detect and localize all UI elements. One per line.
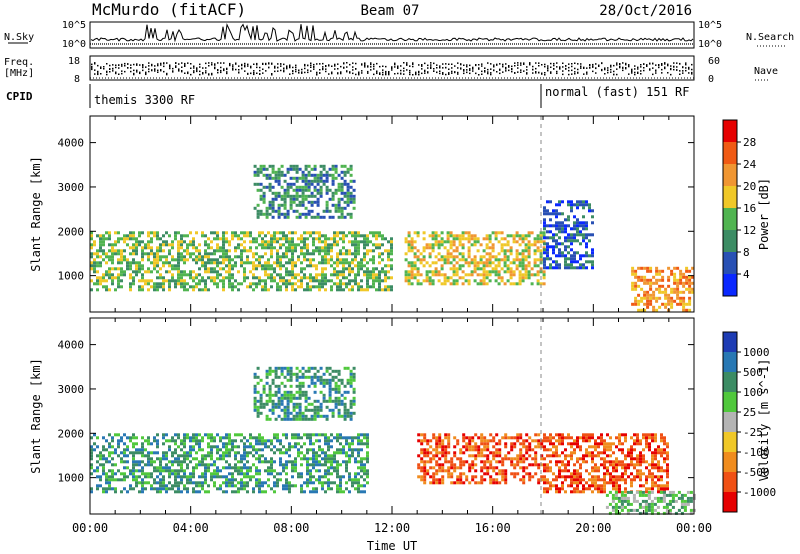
velocity-band [605, 490, 696, 515]
velocity-ytick-label: 1000 [58, 472, 85, 485]
velocity-colorbar-tick: 25 [743, 406, 756, 419]
velocity-colorbar-swatch [723, 432, 737, 452]
velocity-colorbar: 1000 500 100 25 -25 -100 -500 -1000 [722, 331, 776, 513]
velocity-colorbar-swatch [723, 472, 737, 492]
velocity-ytick-label: 3000 [58, 383, 85, 396]
nave-tick-top: 60 [708, 56, 720, 67]
station-title: McMurdo (fitACF) [92, 0, 246, 19]
velocity-ytick-label: 4000 [58, 339, 85, 352]
nsky-trace [90, 22, 694, 43]
velocity-ytick-label: 2000 [58, 427, 85, 440]
velocity-colorbar-tick: -25 [743, 426, 763, 439]
velocity-colorbar-tick: -100 [743, 446, 770, 459]
power-colorbar: 4 8 12 16 20 24 28 [722, 119, 757, 297]
cpid-label: CPID [6, 90, 33, 103]
velocity-colorbar-swatch [723, 452, 737, 472]
power-colorbar-tick: 24 [743, 158, 757, 171]
velocity-colorbar-tick: 1000 [743, 346, 770, 359]
power-colorbar-swatch [723, 252, 737, 274]
power-panel: 1000 2000 3000 4000 [58, 115, 695, 313]
freq-unit-label: [MHz] [4, 68, 34, 79]
freq-panel [89, 55, 695, 81]
velocity-colorbar-swatch [723, 492, 737, 512]
power-colorbar-label: Power [dB] [757, 178, 771, 250]
power-colorbar-tick: 16 [743, 202, 756, 215]
power-colorbar-swatch [723, 186, 737, 208]
power-ytick-label: 4000 [58, 137, 85, 150]
velocity-band [90, 433, 369, 494]
velocity-colorbar-tick: -1000 [743, 486, 776, 499]
power-band [90, 231, 393, 292]
power-colorbar-tick: 12 [743, 224, 756, 237]
velocity-colorbar-swatch [723, 352, 737, 372]
x-tick-label: 04:00 [173, 521, 209, 535]
power-ylabel: Slant Range [km] [29, 156, 43, 272]
x-tick-label: 20:00 [575, 521, 611, 535]
velocity-colorbar-swatch [723, 412, 737, 432]
nsearch-tick-bottom: 10^0 [698, 39, 722, 50]
nsky-label: N.Sky [4, 32, 34, 43]
power-band [404, 231, 546, 286]
power-colorbar-swatch [723, 208, 737, 230]
freq-trace [91, 62, 693, 76]
velocity-ylabel: Slant Range [km] [29, 358, 43, 474]
power-colorbar-swatch [723, 120, 737, 142]
power-band [253, 164, 356, 219]
cpid-segment-normal: normal (fast) 151 RF [545, 85, 690, 99]
velocity-colorbar-swatch [723, 332, 737, 352]
nsky-tick-bottom: 10^0 [62, 39, 86, 50]
velocity-colorbar-swatch [723, 392, 737, 412]
power-colorbar-tick: 8 [743, 246, 750, 259]
x-tick-label: 08:00 [273, 521, 309, 535]
freq-label: Freq. [4, 57, 34, 68]
nave-label: Nave [754, 66, 778, 77]
velocity-colorbar-label-text: Velocity [m s^-1] [757, 359, 771, 482]
power-ytick-label: 1000 [58, 270, 85, 283]
velocity-panel: 1000 2000 3000 4000 [58, 317, 696, 515]
x-tick-label: 00:00 [676, 521, 712, 535]
freq-tick-bottom: 8 [74, 74, 80, 85]
power-ytick-label: 2000 [58, 225, 85, 238]
nsky-tick-top: 10^5 [62, 20, 86, 31]
power-colorbar-tick: 4 [743, 268, 750, 281]
velocity-band [417, 433, 544, 485]
x-tick-label: 16:00 [475, 521, 511, 535]
power-band [631, 266, 695, 312]
velocity-colorbar-tick: 500 [743, 366, 763, 379]
power-colorbar-swatch [723, 274, 737, 296]
power-band [543, 200, 594, 270]
date-title: 28/Oct/2016 [599, 3, 692, 19]
power-colorbar-swatch [723, 142, 737, 164]
x-axis-label: Time UT [367, 539, 418, 553]
x-tick-label: 00:00 [72, 521, 108, 535]
beam-title: Beam 07 [360, 3, 419, 19]
power-colorbar-swatch [723, 230, 737, 252]
velocity-data [90, 366, 696, 515]
freq-tick-top: 18 [68, 56, 80, 67]
x-tick-label: 12:00 [374, 521, 410, 535]
velocity-colorbar-tick: -500 [743, 466, 770, 479]
power-colorbar-tick: 28 [743, 136, 756, 149]
velocity-colorbar-tick: 100 [743, 386, 763, 399]
nsearch-tick-top: 10^5 [698, 20, 722, 31]
cpid-segment-themis: themis 3300 RF [94, 93, 195, 107]
power-data [90, 164, 695, 312]
nave-tick-bottom: 0 [708, 74, 714, 85]
nsearch-label: N.Search [746, 32, 794, 43]
velocity-colorbar-swatch [723, 372, 737, 392]
power-ytick-label: 3000 [58, 181, 85, 194]
velocity-band [543, 433, 669, 494]
power-colorbar-tick: 20 [743, 180, 756, 193]
nsky-panel [89, 21, 695, 49]
velocity-band [253, 366, 356, 421]
velocity-colorbar-label: Velocity [m s^-1] [757, 359, 771, 482]
power-colorbar-swatch [723, 164, 737, 186]
